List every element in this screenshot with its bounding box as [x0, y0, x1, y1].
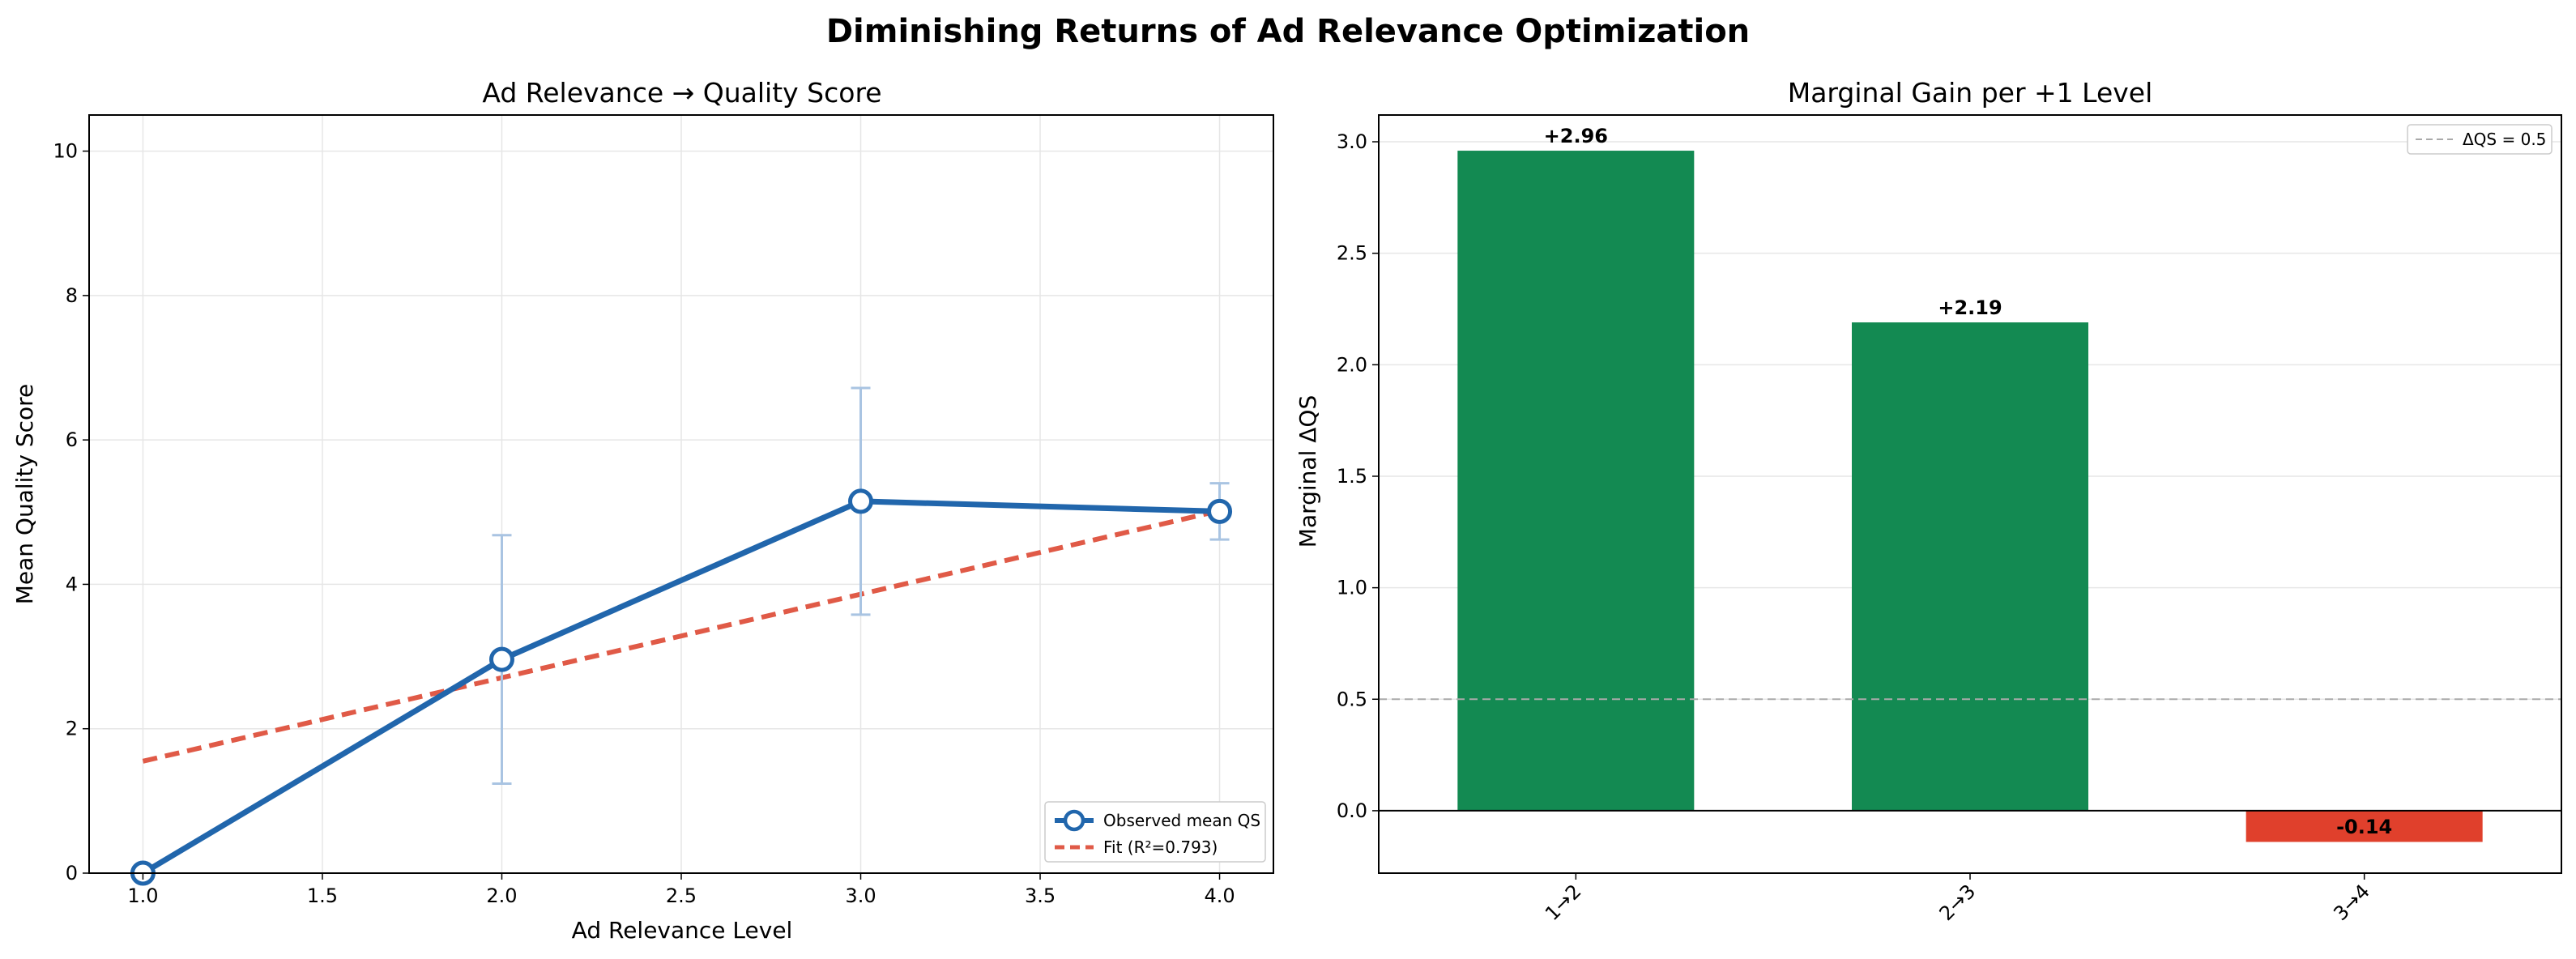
plot-frame: [88, 114, 1274, 874]
bar-value-labels: +2.96 +2.19 -0.14: [1544, 125, 2393, 838]
right-chart: Marginal Gain per +1 Level 0.0 0.5 1.0 1.5 2…: [1294, 77, 2562, 925]
y-tick-label: 2: [66, 718, 78, 740]
left-grid: [89, 115, 1273, 874]
observed-point: [848, 488, 874, 514]
x-tick-label: 2.0: [486, 884, 517, 907]
observed-point: [488, 646, 514, 672]
y-tick-label: 0.5: [1337, 688, 1367, 710]
legend-observed-marker: [1063, 809, 1085, 832]
legend-fit-label: Fit (R²=0.793): [1103, 838, 1218, 857]
x-tick-label: 3.0: [845, 884, 876, 907]
legend-observed-label: Observed mean QS: [1103, 811, 1260, 830]
x-tick-label: 2→3: [1935, 880, 1981, 925]
y-tick-label: 10: [53, 140, 78, 163]
left-axes: [83, 114, 1274, 880]
y-tick-label: 2.0: [1337, 353, 1367, 376]
left-chart: Ad Relevance → Quality Score 1.0 1.5 2.0 2.…: [11, 77, 1274, 944]
left-legend: Observed mean QS Fit (R²=0.793): [1044, 801, 1266, 863]
left-chart-title: Ad Relevance → Quality Score: [482, 77, 881, 109]
left-tick-labels: 1.0 1.5 2.0 2.5 3.0 3.5 4.0 0 2 4 6 8 10: [53, 140, 1235, 907]
x-tick-label: 1→2: [1541, 880, 1586, 925]
bar-value-label: +2.96: [1544, 125, 1608, 147]
bar: [1457, 151, 1695, 811]
observed-line: [141, 498, 1220, 876]
y-tick-label: 1.5: [1337, 465, 1367, 488]
y-tick-label: 1.0: [1337, 577, 1367, 599]
bar-value-label: +2.19: [1938, 296, 2002, 319]
y-tick-label: 3.0: [1337, 130, 1367, 153]
y-tick-label: 2.5: [1337, 242, 1367, 265]
bar-value-label: -0.14: [2336, 816, 2392, 838]
observed-point: [1207, 498, 1233, 524]
x-tick-label: 2.5: [666, 884, 697, 907]
right-axes: [1372, 114, 2562, 880]
right-reference-lines: [1379, 698, 2561, 812]
bar: [1852, 322, 2088, 811]
y-tick-label: 6: [66, 428, 78, 451]
left-y-axis-label: Mean Quality Score: [11, 384, 38, 605]
y-tick-label: 0: [66, 862, 78, 884]
x-tick-label: 1.0: [127, 884, 158, 907]
x-tick-label: 4.0: [1204, 884, 1235, 907]
legend-frame: [1044, 801, 1266, 863]
figure-title: Diminishing Returns of Ad Relevance Opti…: [826, 13, 1750, 50]
y-tick-label: 4: [66, 573, 78, 595]
y-tick-label: 0.0: [1337, 799, 1367, 822]
fit-line-series: [142, 508, 1221, 764]
legend-reference-label: ΔQS = 0.5: [2463, 130, 2546, 149]
plot-frame: [1378, 114, 2562, 874]
left-x-axis-label: Ad Relevance Level: [572, 917, 793, 944]
bars: [1457, 151, 2483, 842]
y-tick-label: 8: [66, 284, 78, 307]
legend-frame: [2407, 124, 2553, 155]
bar: [2245, 810, 2483, 842]
x-tick-label: 3→4: [2329, 880, 2374, 925]
fit-line: [142, 508, 1221, 764]
right-chart-title: Marginal Gain per +1 Level: [1788, 77, 2153, 109]
x-tick-label: 3.5: [1025, 884, 1056, 907]
x-tick-label: 1.5: [307, 884, 338, 907]
right-legend: ΔQS = 0.5: [2407, 124, 2553, 155]
right-y-axis-label: Marginal ΔQS: [1294, 395, 1321, 548]
